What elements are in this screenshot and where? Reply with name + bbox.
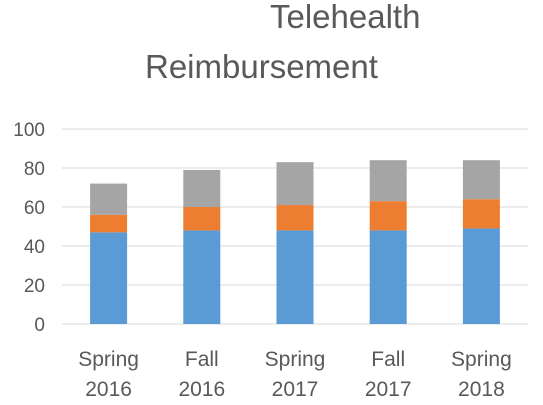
bar-seg-0-0 <box>90 232 128 324</box>
x-tick-label-2-1: 2017 <box>272 378 319 401</box>
bar-seg-1-0 <box>183 230 221 324</box>
y-tick-label-60: 60 <box>24 198 45 219</box>
bar-seg-3-0 <box>369 230 407 324</box>
bar-seg-4-0 <box>462 228 500 324</box>
bars <box>90 160 500 324</box>
x-tick-label-2-0: Spring <box>265 348 326 371</box>
y-axis: 0 20 40 60 80 100 <box>13 120 45 336</box>
x-tick-label-0-0: Spring <box>78 348 139 371</box>
x-tick-label-3-1: 2017 <box>365 378 412 401</box>
bar-seg-3-2 <box>369 160 407 202</box>
bar-seg-0-1 <box>90 214 128 233</box>
bar-seg-2-1 <box>276 205 314 231</box>
y-tick-label-80: 80 <box>24 159 45 180</box>
bar-seg-3-1 <box>369 201 407 231</box>
bar-seg-4-1 <box>462 199 500 229</box>
y-tick-label-100: 100 <box>13 120 45 141</box>
bar-seg-1-1 <box>183 207 221 231</box>
bar-seg-2-2 <box>276 162 314 206</box>
bar-seg-2-0 <box>276 230 314 324</box>
x-tick-label-0-1: 2016 <box>85 378 132 401</box>
x-tick-label-1-0: Fall <box>185 348 219 371</box>
x-tick-label-3-0: Fall <box>371 348 405 371</box>
bar-seg-4-2 <box>462 160 500 200</box>
x-tick-label-4-1: 2018 <box>458 378 505 401</box>
x-tick-label-4-0: Spring <box>451 348 512 371</box>
y-tick-label-40: 40 <box>24 237 45 258</box>
x-tick-label-1-1: 2016 <box>178 378 225 401</box>
y-tick-label-20: 20 <box>24 276 45 297</box>
y-tick-label-0: 0 <box>34 315 45 336</box>
bar-seg-0-2 <box>90 183 128 215</box>
chart-title-line-1: Telehealth <box>270 0 421 35</box>
chart-title-line-2: Reimbursement <box>145 48 378 85</box>
bar-seg-1-2 <box>183 169 221 207</box>
x-axis: Spring 2016 Fall 2016 Spring 2017 Fall 2017 Spri… <box>78 348 512 401</box>
